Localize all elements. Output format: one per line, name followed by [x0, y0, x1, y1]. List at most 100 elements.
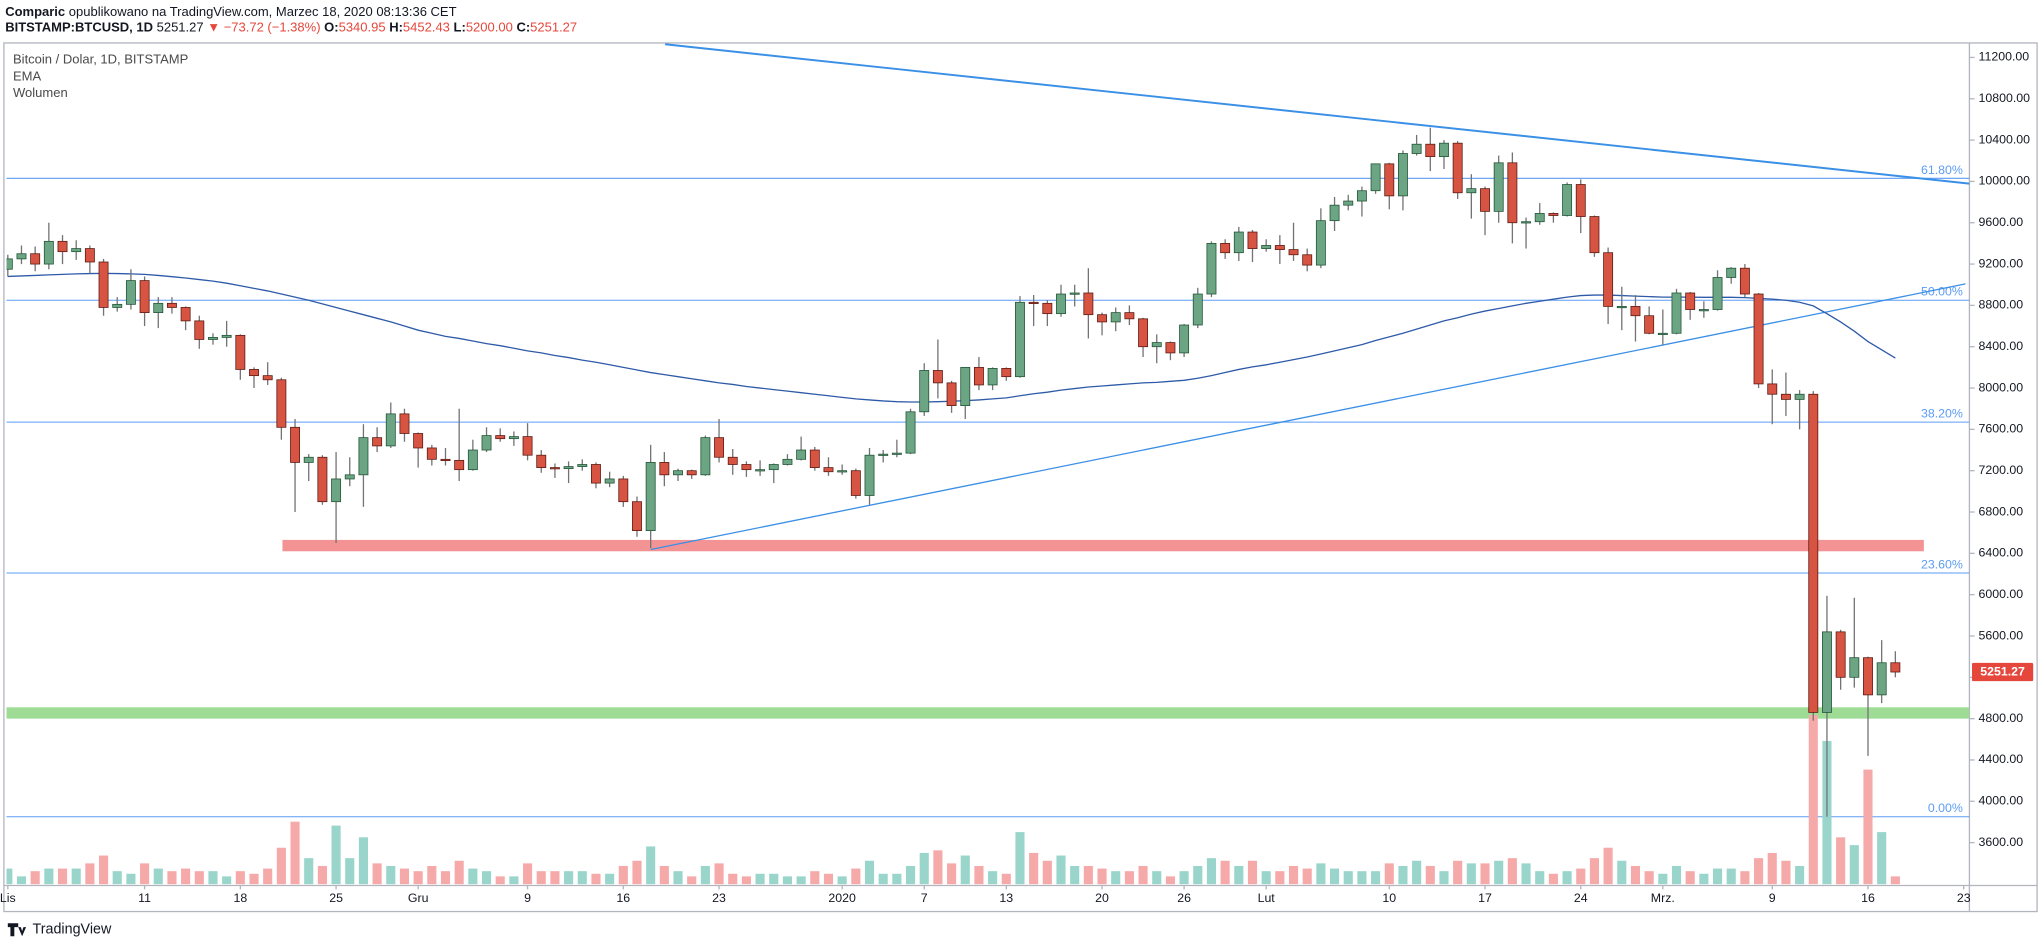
y-tick-label: 4400.00: [1979, 752, 2024, 766]
volume-bar: [1042, 860, 1052, 885]
volume-bar: [1384, 863, 1394, 885]
x-tick-label: 13: [999, 891, 1013, 905]
volume-bar: [235, 871, 245, 885]
x-tick-label: 23: [1957, 891, 1971, 905]
candle-body: [1630, 306, 1641, 317]
candle-body: [741, 464, 752, 471]
volume-bar: [454, 860, 464, 885]
candle-body: [1247, 231, 1258, 249]
candle-body: [426, 447, 437, 460]
volume-bar: [810, 871, 820, 885]
candle-body: [1192, 293, 1203, 326]
candle-body: [1876, 662, 1887, 696]
volume-bar: [1193, 865, 1203, 885]
volume-bar: [44, 868, 54, 885]
candle-body: [1138, 318, 1149, 348]
x-tick-label: 17: [1478, 891, 1492, 905]
candle-body: [1398, 153, 1408, 197]
volume-bar: [1754, 858, 1764, 885]
volume-bar: [796, 876, 806, 885]
candle-body: [303, 456, 314, 463]
volume-bar: [577, 871, 587, 885]
volume-bar: [263, 868, 273, 885]
volume-bar: [960, 855, 970, 885]
volume-bar: [1316, 863, 1326, 885]
volume-bar: [1275, 871, 1285, 885]
y-tick-label: 8000.00: [1979, 380, 2024, 394]
candle-body: [659, 462, 670, 476]
volume-bar: [1849, 845, 1859, 885]
candle-body: [604, 478, 615, 484]
last: 5251.27: [157, 20, 204, 35]
candle-body: [317, 456, 328, 503]
volume-bar: [1124, 871, 1134, 885]
volume-bar: [1330, 868, 1340, 885]
candle-body: [1712, 277, 1723, 310]
candle-body: [1603, 252, 1614, 307]
volume-bar: [523, 863, 533, 885]
volume-bar: [1206, 858, 1217, 885]
volume-bar: [1795, 865, 1805, 885]
x-tick-label: 18: [233, 891, 247, 905]
volume-bar: [194, 871, 204, 885]
volume-bar: [1466, 863, 1476, 885]
low-label: L:: [454, 20, 466, 35]
candle-body: [1165, 342, 1176, 354]
volume-bar: [1083, 865, 1093, 885]
candle-body: [700, 437, 711, 476]
volume-bar: [495, 876, 505, 885]
candle-body: [249, 369, 259, 377]
candle-body: [1562, 184, 1573, 216]
candle-body: [84, 248, 95, 263]
candle-body: [782, 458, 793, 465]
volume-bar: [399, 868, 410, 885]
volume-bar: [1781, 860, 1791, 885]
candle-body: [686, 470, 697, 476]
last-price-box: [1972, 662, 2034, 682]
volume-bar: [290, 821, 300, 885]
candle-body: [905, 411, 916, 454]
fib-label: 38.20%: [1921, 407, 1963, 421]
footer-text: TradingView: [33, 922, 112, 938]
volume-bar: [1138, 865, 1148, 885]
candle-body: [16, 253, 27, 260]
volume-bar: [1398, 865, 1408, 885]
frame: [3, 42, 2038, 913]
candle-body: [1015, 301, 1025, 378]
candle-body: [1151, 342, 1162, 348]
volume-bar: [1001, 873, 1011, 885]
volume-bar: [1165, 876, 1175, 885]
volume-bar: [632, 860, 642, 885]
candle-body: [1780, 393, 1791, 400]
x-tick-label: Mrz.: [1651, 891, 1675, 905]
header-line: Comparic opublikowano na TradingView.com…: [5, 4, 456, 19]
volume-bar: [30, 871, 40, 885]
volume-bar: [1685, 871, 1695, 885]
candle-body: [1233, 231, 1244, 254]
volume-bar: [222, 876, 232, 885]
volume-bar: [57, 868, 68, 885]
candle-body: [1343, 200, 1354, 206]
candle-body: [1698, 309, 1709, 312]
logo-icon: [7, 923, 27, 937]
volume-bar: [1425, 865, 1435, 885]
legend-volume: Wolumen: [13, 85, 68, 100]
candle-body: [1890, 662, 1901, 673]
candle-body: [1439, 142, 1449, 158]
volume-bar: [1699, 873, 1709, 885]
volume-bar: [1179, 871, 1189, 885]
y-tick-label: 7200.00: [1979, 463, 2024, 477]
zones: [6, 539, 1970, 719]
candle-body: [454, 459, 465, 471]
volume-bar: [974, 865, 984, 885]
x-tick-label: 23: [712, 891, 726, 905]
candle-body: [727, 456, 738, 465]
volume-bar: [618, 865, 628, 885]
candle-body: [1425, 143, 1436, 158]
x-tick-label: 11: [138, 891, 151, 905]
candle-body: [1261, 245, 1272, 249]
volume-bar: [1767, 852, 1777, 885]
candle-body: [973, 366, 984, 386]
candle-body: [221, 334, 232, 338]
symbol: BITSTAMP:BTCUSD, 1D: [5, 20, 153, 35]
